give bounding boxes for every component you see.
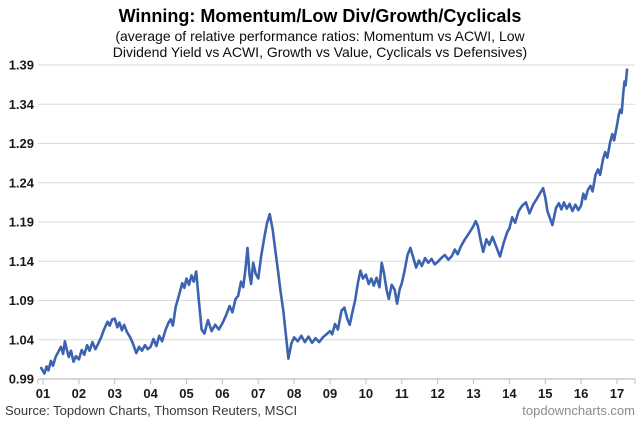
y-axis-tick-label: 1.39 (9, 58, 34, 73)
x-axis-tick-label: 01 (36, 386, 50, 401)
x-axis-tick-label: 12 (430, 386, 444, 401)
x-axis-tick-label: 14 (502, 386, 517, 401)
x-axis-tick-label: 07 (251, 386, 265, 401)
x-axis-tick-label: 09 (323, 386, 337, 401)
chart-subtitle-line1: (average of relative performance ratios:… (115, 28, 525, 44)
x-axis-tick-label: 03 (108, 386, 122, 401)
x-axis-tick-label: 11 (395, 386, 409, 401)
x-axis-tick-label: 10 (359, 386, 373, 401)
y-axis-tick-label: 0.99 (9, 372, 34, 387)
x-axis-tick-label: 04 (143, 386, 158, 401)
website-text: topdowncharts.com (522, 403, 635, 418)
y-axis-tick-label: 1.04 (9, 332, 35, 347)
x-axis-tick-label: 17 (610, 386, 624, 401)
y-axis-tick-label: 1.29 (9, 136, 34, 151)
x-axis-tick-label: 05 (179, 386, 193, 401)
chart-title: Winning: Momentum/Low Div/Growth/Cyclica… (118, 6, 522, 26)
x-axis-tick-label: 13 (466, 386, 480, 401)
y-axis-tick-label: 1.19 (9, 215, 34, 230)
chart-subtitle: (average of relative performance ratios:… (0, 28, 640, 60)
x-axis-tick-label: 16 (574, 386, 588, 401)
x-axis-tick-label: 02 (72, 386, 86, 401)
y-axis-tick-label: 1.24 (9, 175, 35, 190)
chart-subtitle-line2: Dividend Yield vs ACWI, Growth vs Value,… (112, 44, 528, 60)
y-axis-tick-label: 1.14 (9, 254, 35, 269)
x-axis-tick-label: 15 (538, 386, 552, 401)
x-axis-tick-label: 06 (215, 386, 229, 401)
y-axis-tick-label: 1.09 (9, 293, 34, 308)
y-axis-tick-label: 1.34 (9, 97, 35, 112)
source-note: Source: Topdown Charts, Thomson Reuters,… (5, 403, 298, 418)
series-line-average-ratio (39, 68, 629, 375)
x-axis-tick-label: 08 (287, 386, 301, 401)
